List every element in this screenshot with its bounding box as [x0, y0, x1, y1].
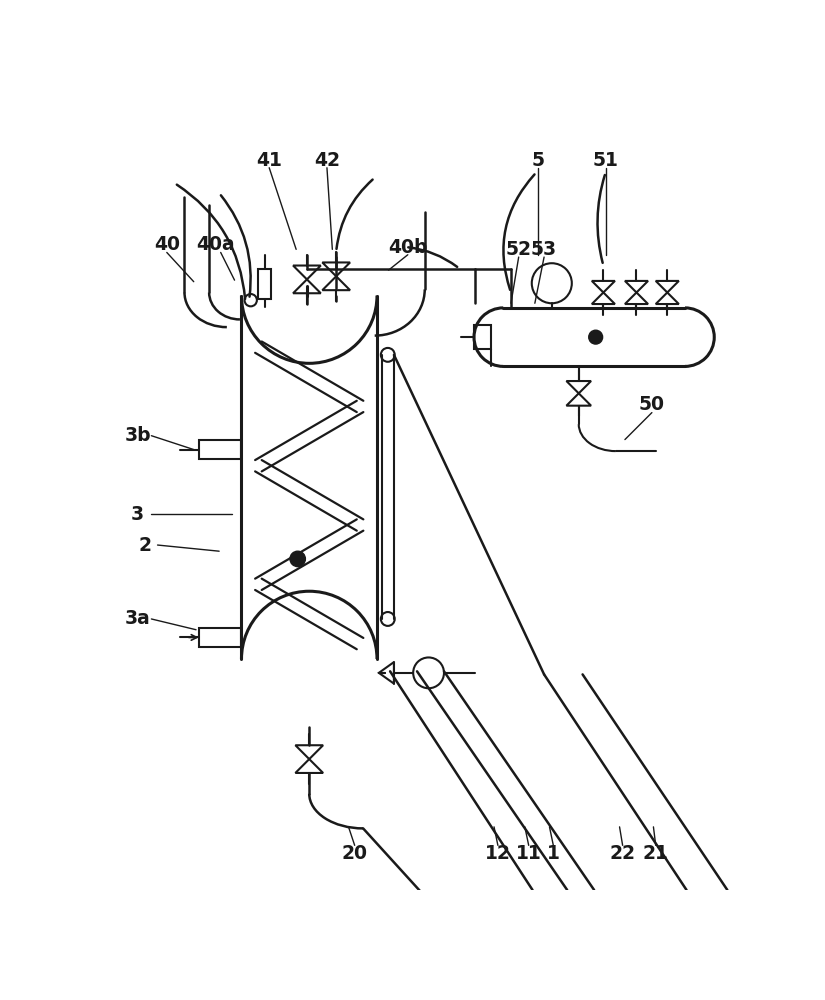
Text: 51: 51 [592, 151, 619, 170]
Polygon shape [567, 393, 591, 406]
Bar [258, 269, 271, 299]
Text: 52: 52 [506, 240, 531, 259]
Polygon shape [625, 281, 648, 292]
Text: 40b: 40b [388, 238, 427, 257]
Polygon shape [592, 292, 615, 304]
Polygon shape [379, 662, 394, 684]
Polygon shape [293, 266, 321, 279]
Polygon shape [323, 276, 350, 290]
Bar [474, 325, 491, 349]
Text: 50: 50 [639, 395, 665, 414]
Circle shape [290, 551, 305, 567]
Polygon shape [567, 381, 591, 393]
Text: 40: 40 [153, 235, 180, 254]
Bar [199, 628, 242, 647]
Text: 1: 1 [547, 844, 560, 863]
Text: 40a: 40a [196, 235, 234, 254]
Bar [199, 440, 242, 459]
Text: 3: 3 [131, 505, 144, 524]
Polygon shape [295, 745, 323, 759]
Polygon shape [293, 279, 321, 293]
Text: 42: 42 [314, 151, 340, 170]
Text: 3a: 3a [125, 609, 150, 628]
Polygon shape [323, 262, 350, 276]
Text: 3b: 3b [125, 426, 151, 445]
Text: 12: 12 [485, 844, 511, 863]
Polygon shape [625, 292, 648, 304]
Text: 53: 53 [531, 240, 557, 259]
Polygon shape [295, 759, 323, 773]
Text: 22: 22 [610, 844, 635, 863]
Polygon shape [592, 281, 615, 292]
Polygon shape [656, 281, 679, 292]
Circle shape [589, 330, 602, 344]
Text: 21: 21 [643, 844, 669, 863]
Text: 41: 41 [257, 151, 282, 170]
Text: 11: 11 [516, 844, 541, 863]
Text: 2: 2 [139, 536, 152, 555]
Polygon shape [656, 292, 679, 304]
Text: 5: 5 [531, 151, 545, 170]
Text: 20: 20 [342, 844, 368, 863]
